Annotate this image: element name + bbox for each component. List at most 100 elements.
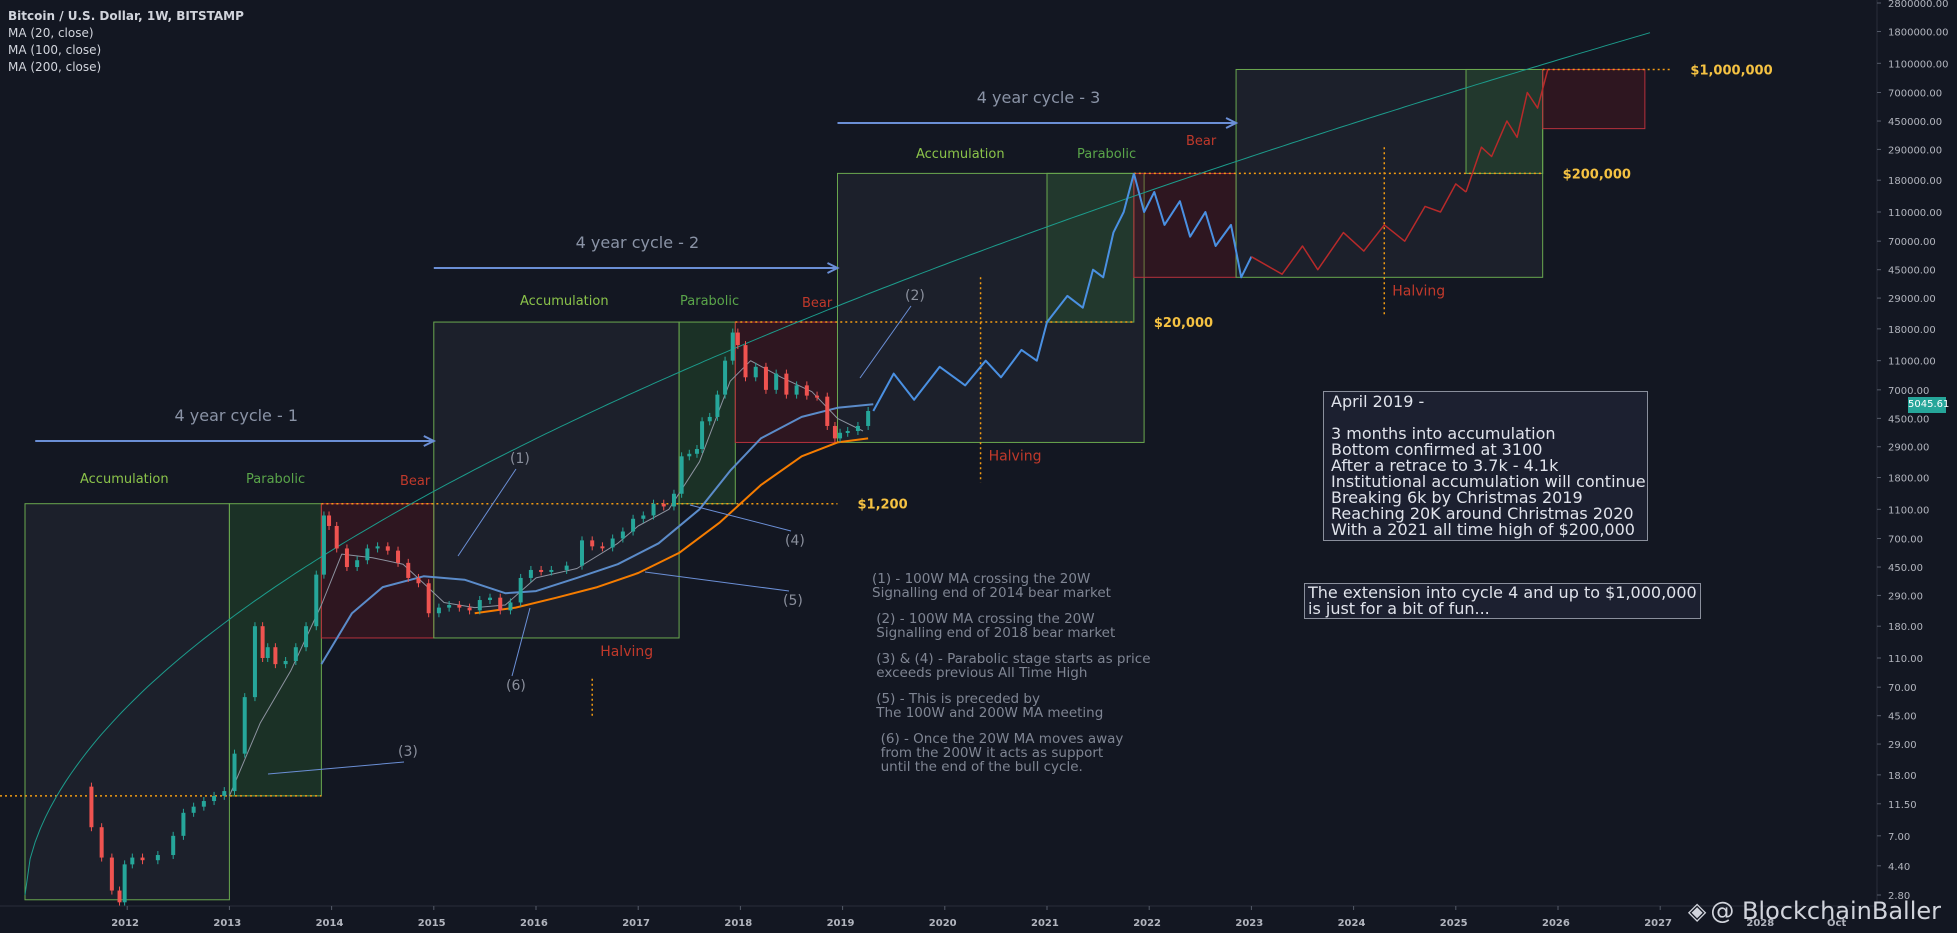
candle-body: [89, 786, 94, 828]
cycle-label: 4 year cycle - 1: [175, 406, 299, 425]
projection-cycle4-accumulation: [1251, 183, 1467, 275]
x-tick-label: 2018: [724, 918, 752, 929]
marker-pointer: [644, 571, 790, 592]
candle-body: [321, 515, 326, 575]
y-tick-label: 11000.00: [1888, 357, 1936, 368]
current-price-tag: 5045.61: [1908, 397, 1949, 413]
candle-body: [426, 583, 431, 614]
candle-body: [334, 525, 339, 549]
y-tick-label: 18.00: [1888, 771, 1917, 782]
candle-body: [212, 795, 217, 802]
candle-body: [406, 562, 411, 578]
y-tick-label: 450000.00: [1888, 117, 1942, 128]
forecast-line: April 2019 -: [1331, 392, 1425, 411]
candle-body: [794, 385, 799, 395]
candle-body: [600, 546, 605, 549]
y-tick-label: 29.00: [1888, 740, 1917, 751]
legend-ma20[interactable]: MA (20, close): [8, 26, 94, 40]
y-tick-label: 110.00: [1888, 654, 1923, 665]
candle-body: [735, 332, 740, 346]
candle-body: [117, 890, 122, 903]
candle-body: [845, 431, 850, 434]
y-tick-label: 290.00: [1888, 591, 1923, 602]
y-tick-label: 1100000.00: [1888, 59, 1948, 70]
candle-body: [610, 538, 615, 548]
y-tick-label: 2.80: [1888, 891, 1910, 902]
ma20-line: [228, 360, 864, 797]
price-level-label: $200,000: [1563, 167, 1631, 182]
binance-logo-icon: ◈: [1687, 897, 1707, 925]
candle-body: [715, 394, 720, 417]
candle-body: [99, 827, 104, 858]
candle-body: [528, 569, 533, 578]
y-tick-label: 29000.00: [1888, 294, 1936, 305]
bear-label: Bear: [802, 296, 833, 311]
extension-textbox[interactable]: The extension into cycle 4 and up to $1,…: [1304, 583, 1701, 619]
candle-body: [201, 801, 206, 807]
candle-body: [327, 515, 332, 526]
forecast-line: Bottom confirmed at 3100: [1331, 440, 1543, 459]
candle-body: [232, 753, 237, 792]
forecast-textbox[interactable]: April 2019 - 3 months into accumulation …: [1323, 391, 1648, 541]
x-tick-label: 2013: [213, 918, 241, 929]
cycle-label: 4 year cycle - 3: [977, 88, 1101, 107]
y-tick-label: 450.00: [1888, 563, 1923, 574]
y-tick-label: 1800000.00: [1888, 28, 1948, 39]
legend-ma100[interactable]: MA (100, close): [8, 43, 102, 57]
projection-cycle4-parabolic: [1465, 69, 1549, 193]
cycle-arrow-1-head: [423, 435, 437, 447]
candle-body: [273, 647, 278, 665]
marker-pointer: [859, 305, 912, 379]
candle-body: [730, 332, 735, 361]
candle-body: [539, 569, 544, 572]
candle-body: [694, 449, 699, 454]
y-tick-label: 1100.00: [1888, 505, 1929, 516]
y-tick-label: 700000.00: [1888, 89, 1942, 100]
candle-body: [222, 791, 227, 796]
y-tick-label: 45.00: [1888, 712, 1917, 723]
x-tick-label: 2028: [1746, 918, 1774, 929]
parabolic-label: Parabolic: [246, 472, 305, 487]
candle-body: [707, 416, 712, 422]
watermark-text: @ BlockchainBaller: [1710, 897, 1941, 925]
legend-ma200[interactable]: MA (200, close): [8, 60, 102, 74]
candle-body: [130, 857, 135, 865]
y-tick-label: 7.00: [1888, 832, 1910, 843]
candle-body: [242, 697, 247, 754]
x-tick-label: 2027: [1644, 918, 1672, 929]
y-tick-label: 18000.00: [1888, 325, 1936, 336]
candle-body: [122, 864, 127, 903]
extension-line: is just for a bit of fun...: [1308, 599, 1490, 618]
candle-body: [631, 518, 636, 532]
candle-body: [477, 600, 482, 611]
accumulation-label: Accumulation: [80, 472, 169, 487]
candle-body: [723, 360, 728, 395]
watermark: ◈ @ BlockchainBaller: [1688, 897, 1941, 925]
marker-pointer: [689, 504, 792, 532]
forecast-line: Institutional accumulation will continue: [1331, 472, 1646, 491]
candle-body: [260, 626, 265, 658]
price-level-label: $1,200: [857, 498, 907, 513]
candle-body: [866, 410, 871, 426]
note-1: (1) - 100W MA crossing the 20W Signallin…: [872, 571, 1111, 601]
marker-label: (4): [785, 533, 805, 549]
x-tick-label: 2012: [111, 918, 139, 929]
price-level-label: $1,000,000: [1690, 63, 1772, 78]
ma200-line: [474, 437, 869, 615]
halving-label: Halving: [989, 448, 1042, 464]
cycle-arrow-2-head: [827, 262, 840, 274]
candle-body: [687, 453, 692, 457]
parabolic-label: Parabolic: [680, 294, 739, 309]
halving-label: Halving: [600, 644, 653, 660]
candle-body: [109, 857, 114, 891]
x-tick-label: 2019: [827, 918, 855, 929]
candle-body: [763, 366, 768, 390]
note-5: (6) - Once the 20W MA moves away from th…: [880, 731, 1124, 775]
candle-body: [191, 806, 196, 813]
x-tick-label: 2026: [1542, 918, 1570, 929]
level-lines: [0, 68, 1671, 797]
x-tick-label: 2020: [929, 918, 957, 929]
bear-zone-4: [1542, 68, 1646, 130]
